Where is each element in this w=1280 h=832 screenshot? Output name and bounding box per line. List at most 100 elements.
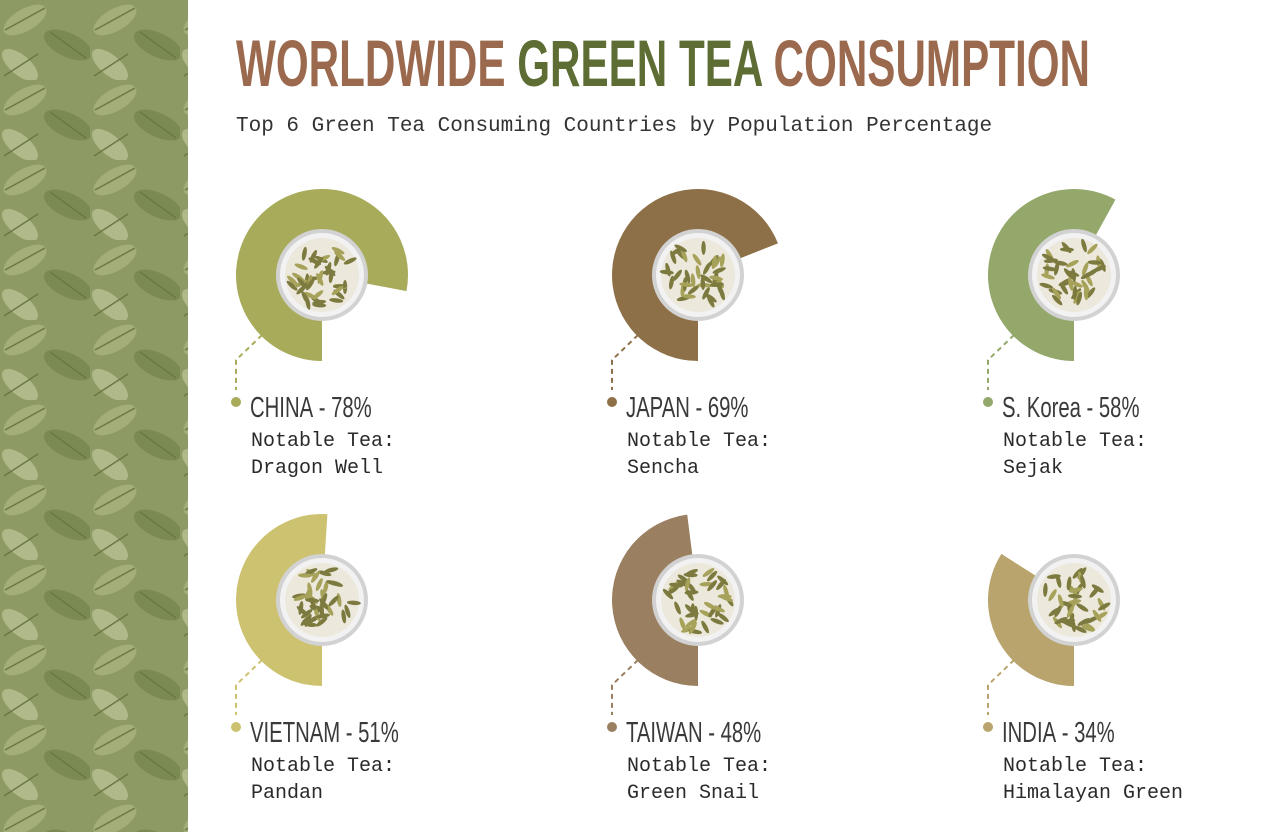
tea-leaf: [1043, 582, 1048, 597]
leader-line: [987, 334, 1015, 390]
separator: -: [1087, 392, 1094, 424]
tea-leaf: [1087, 260, 1102, 265]
tea-leaf: [324, 567, 339, 573]
tea-image: [661, 563, 735, 637]
tea-leaf: [309, 250, 317, 263]
chart-title: WORLDWIDE GREEN TEA CONSUMPTION: [236, 26, 1090, 100]
tea-leaf: [706, 294, 715, 308]
tea-leaf: [719, 286, 725, 301]
tea-leaf: [1080, 271, 1094, 280]
tea-leaf: [681, 294, 696, 299]
tea-name: Himalayan Green: [1003, 782, 1183, 805]
value-label: 58%: [1099, 392, 1140, 424]
tea-leaf: [298, 601, 304, 615]
tea-leaf: [719, 253, 725, 268]
tea-leaf: [701, 620, 709, 634]
tea-leaf: [669, 275, 674, 290]
tea-leaf: [1073, 625, 1087, 633]
tea-leaf: [702, 286, 710, 300]
country-name: INDIA: [1002, 717, 1056, 749]
country-label: INDIA -34%: [1002, 717, 1115, 749]
tea-leaf: [709, 275, 724, 281]
tea-leaf: [314, 257, 324, 269]
tea-leaf: [319, 604, 325, 619]
separator: -: [1062, 717, 1069, 749]
tea-leaf: [681, 248, 688, 263]
leader-dot: [607, 397, 617, 407]
tea-name: Sencha: [627, 457, 699, 480]
tea-leaf: [706, 570, 718, 582]
tea-leaf: [306, 278, 315, 291]
tea-leaf: [684, 568, 698, 576]
notable-label: Notable Tea:: [251, 430, 395, 453]
tea-leaf: [1048, 589, 1057, 602]
tea-leaf: [1054, 261, 1060, 276]
tea-leaf: [702, 568, 715, 577]
tea-leaf: [293, 594, 308, 601]
value-label: 51%: [358, 717, 399, 749]
country-label: S. Korea -58%: [1002, 392, 1140, 424]
tea-leaf: [684, 604, 696, 615]
tea-leaf: [1060, 600, 1074, 608]
tea-leaf: [1065, 270, 1080, 277]
tea-leaf: [1081, 279, 1090, 293]
leader-line: [987, 659, 1015, 715]
tea-leaf: [1068, 587, 1083, 593]
tea-image: [285, 563, 361, 637]
tea-leaf: [305, 598, 320, 603]
tea-image: [285, 238, 359, 312]
tea-leaf: [703, 262, 711, 275]
tea-leaf: [298, 573, 313, 578]
country-name: CHINA: [250, 392, 313, 424]
country-name: S. Korea: [1002, 392, 1081, 424]
tea-leaf: [346, 600, 361, 606]
tea-image-bg: [661, 563, 735, 637]
country-name: TAIWAN: [626, 717, 703, 749]
country-label: VIETNAM -51%: [250, 717, 399, 749]
tea-leaf: [301, 246, 307, 261]
tea-leaf: [304, 291, 317, 300]
tea-leaf: [292, 272, 305, 282]
tea-leaf: [712, 267, 726, 274]
tea-leaf: [317, 570, 332, 577]
tea-leaf: [304, 568, 318, 576]
tea-leaf: [662, 588, 674, 600]
tea-leaf: [674, 601, 681, 615]
tea-leaf: [695, 265, 701, 279]
tea-leaf: [1085, 616, 1099, 624]
tea-leaf: [1077, 618, 1091, 626]
tea-leaf: [319, 598, 329, 610]
tea-leaf: [1089, 586, 1100, 598]
tea-leaf: [679, 617, 686, 631]
tea-name: Green Snail: [627, 782, 759, 805]
tea-leaf: [693, 605, 699, 620]
tea-leaf: [304, 613, 312, 627]
tea-image: [1037, 238, 1111, 312]
tea-image: [1037, 563, 1111, 637]
tea-leaf: [711, 605, 725, 613]
tea-leaf: [297, 277, 308, 289]
tea-leaf: [344, 604, 351, 619]
tea-leaf: [1080, 574, 1086, 589]
notable-label: Notable Tea:: [1003, 430, 1147, 453]
tea-leaf: [286, 280, 298, 291]
title-part: CONSUMPTION: [774, 26, 1090, 100]
tea-leaf: [1072, 567, 1083, 579]
tea-leaf: [1053, 260, 1068, 266]
tea-leaf: [304, 587, 312, 601]
tea-name: Sejak: [1003, 457, 1063, 480]
tea-leaf: [328, 269, 334, 284]
leader-line: [611, 659, 639, 715]
tea-leaf: [1081, 625, 1095, 632]
tea-leaf: [679, 282, 694, 287]
tea-leaf: [341, 609, 347, 624]
tea-leaf: [688, 621, 697, 635]
tea-leaf: [326, 580, 340, 586]
tea-leaf: [700, 275, 706, 290]
tea-leaf: [1092, 265, 1106, 272]
tea-leaf: [1076, 291, 1083, 306]
tea-leaf: [329, 298, 344, 303]
tea-leaf: [1051, 294, 1063, 306]
country-label: TAIWAN -48%: [626, 717, 761, 749]
value-label: 34%: [1074, 717, 1115, 749]
